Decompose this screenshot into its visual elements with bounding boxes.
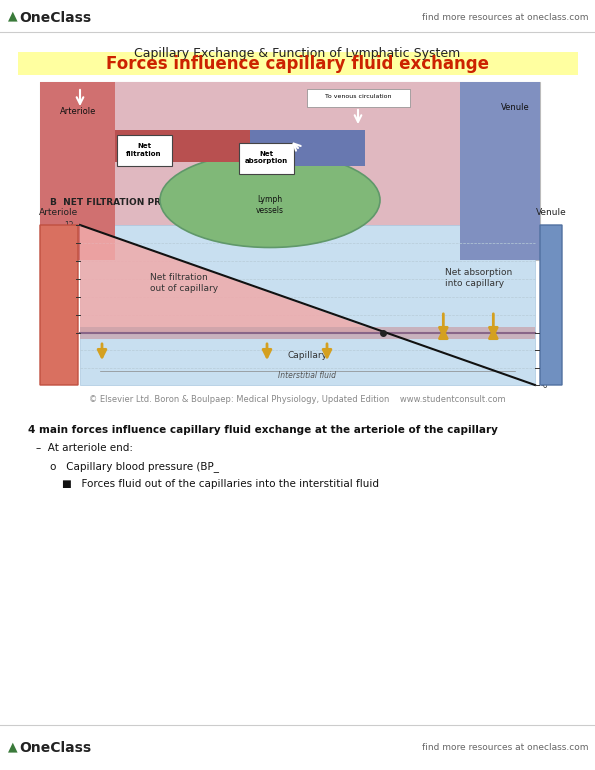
Text: ▲: ▲ [8, 9, 18, 22]
Text: 4: 4 [69, 293, 74, 302]
Text: Interstitial fluid: Interstitial fluid [278, 370, 336, 380]
Text: –  At arteriole end:: – At arteriole end: [36, 443, 133, 453]
Bar [115, 130, 250, 162]
FancyBboxPatch shape [540, 225, 562, 385]
Text: ▲: ▲ [8, 741, 18, 754]
Bar [80, 225, 535, 385]
Text: o   Capillary blood pressure (BP_: o Capillary blood pressure (BP_ [50, 461, 219, 472]
Text: Capillary Exchange & Function of Lymphatic System: Capillary Exchange & Function of Lymphat… [134, 46, 460, 59]
Bar [40, 82, 540, 260]
Text: Forces influence capillary fluid exchange: Forces influence capillary fluid exchang… [105, 55, 488, 73]
Polygon shape [80, 225, 383, 333]
Text: Venule: Venule [501, 102, 530, 112]
Text: OneClass: OneClass [19, 11, 91, 25]
Bar [18, 52, 578, 75]
Text: find more resources at oneclass.com: find more resources at oneclass.com [421, 14, 588, 22]
FancyBboxPatch shape [239, 142, 293, 173]
Bar [460, 82, 540, 260]
Bar [115, 82, 460, 260]
Text: Lymph
vessels: Lymph vessels [256, 196, 284, 215]
Text: To venous circulation: To venous circulation [325, 95, 392, 99]
Text: 2: 2 [69, 310, 74, 320]
Bar [250, 130, 365, 166]
Text: Net
absorption: Net absorption [245, 152, 287, 165]
Text: 12: 12 [64, 220, 74, 229]
Text: 0: 0 [69, 329, 74, 337]
Text: © Elsevier Ltd. Boron & Boulpaep: Medical Physiology, Updated Edition    www.stu: © Elsevier Ltd. Boron & Boulpaep: Medica… [89, 394, 505, 403]
Text: -6: -6 [541, 380, 549, 390]
Text: -4: -4 [541, 363, 549, 372]
Text: B  NET FILTRATION PRESSURE: B NET FILTRATION PRESSURE [50, 198, 200, 207]
Text: Arteriole: Arteriole [39, 208, 79, 217]
Bar [80, 327, 535, 339]
Text: ■   Forces fluid out of the capillaries into the interstitial fluid: ■ Forces fluid out of the capillaries in… [62, 479, 379, 489]
Text: OneClass: OneClass [19, 741, 91, 755]
FancyBboxPatch shape [306, 89, 409, 106]
Text: find more resources at oneclass.com: find more resources at oneclass.com [421, 744, 588, 752]
Text: Capillary: Capillary [287, 350, 327, 360]
Text: 6: 6 [69, 274, 74, 283]
FancyBboxPatch shape [40, 225, 78, 385]
Text: Venule: Venule [536, 208, 566, 217]
Text: 4 main forces influence capillary fluid exchange at the arteriole of the capilla: 4 main forces influence capillary fluid … [28, 425, 498, 435]
Text: Net filtration
out of capillary: Net filtration out of capillary [150, 273, 218, 293]
Text: -2: -2 [541, 346, 549, 355]
Bar [40, 82, 115, 260]
Text: 8: 8 [69, 256, 74, 266]
Text: 0: 0 [541, 329, 546, 337]
Text: Net absorption
into capillary: Net absorption into capillary [445, 268, 512, 288]
Text: Arteriole: Arteriole [60, 108, 96, 116]
Text: Net
filtration: Net filtration [126, 143, 162, 156]
FancyBboxPatch shape [117, 135, 171, 166]
Ellipse shape [160, 152, 380, 247]
Text: 10: 10 [64, 239, 74, 247]
